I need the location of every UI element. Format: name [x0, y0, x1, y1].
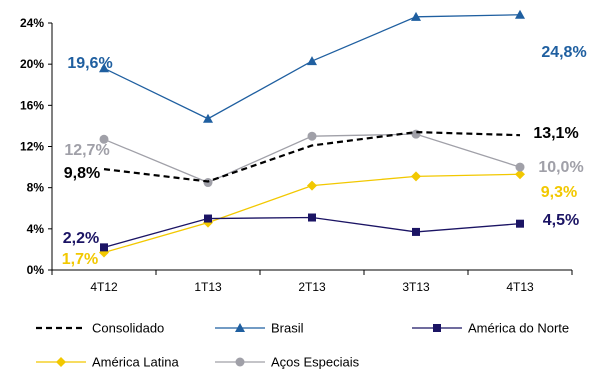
legend-label-america-latina: América Latina — [92, 355, 179, 370]
series-line-brasil — [103, 14, 521, 120]
y-tick-label: 8% — [27, 181, 45, 195]
y-tick-label: 20% — [20, 57, 44, 71]
data-label: 1,7% — [62, 251, 98, 268]
point-america-latina — [307, 180, 317, 191]
data-label: 19,6% — [67, 55, 112, 72]
point-acos-especiais — [99, 134, 109, 144]
point-america-do-norte — [204, 214, 212, 223]
point-acos-especiais — [411, 129, 421, 139]
point-america-latina — [515, 169, 525, 180]
point-america-latina — [411, 171, 421, 182]
x-tick-label: 4T12 — [90, 280, 118, 294]
x-tick-label: 2T13 — [298, 280, 326, 294]
y-tick-label: 0% — [27, 263, 45, 277]
legend-marker-brasil — [235, 323, 245, 332]
x-tick-label: 4T13 — [506, 280, 534, 294]
data-label: 24,8% — [541, 44, 586, 61]
legend-label-brasil: Brasil — [271, 321, 304, 336]
point-america-do-norte — [516, 219, 524, 228]
data-label: 13,1% — [533, 125, 578, 142]
data-labels: 19,6% 24,8% 12,7% 10,0% 9,8% 13,1% 9,3% 2,2% 4,5… — [62, 44, 587, 268]
data-label: 9,8% — [64, 165, 100, 182]
data-label: 10,0% — [538, 159, 583, 176]
point-brasil — [515, 9, 525, 19]
point-brasil — [307, 56, 317, 66]
y-tick-label: 4% — [27, 222, 45, 236]
series-line-consolidado — [103, 130, 521, 183]
point-america-do-norte — [412, 227, 420, 236]
point-acos-especiais — [307, 131, 317, 141]
y-tick-label: 16% — [20, 98, 44, 112]
point-brasil — [203, 113, 213, 123]
legend-label-acos-especiais: Aços Especiais — [271, 355, 360, 370]
point-brasil — [99, 63, 109, 73]
data-label: 9,3% — [541, 184, 577, 201]
x-tick-label: 1T13 — [194, 280, 222, 294]
legend-label-consolidado: Consolidado — [92, 321, 164, 336]
legend-label-america-do-norte: América do Norte — [468, 321, 569, 336]
legend-marker-america-do-norte — [433, 324, 441, 332]
point-acos-especiais — [515, 162, 525, 172]
data-label: 4,5% — [543, 212, 579, 229]
point-america-do-norte — [308, 213, 316, 222]
y-tick-label: 12% — [20, 140, 44, 154]
legend-marker-acos-especiais — [235, 357, 245, 367]
data-label: 12,7% — [64, 142, 109, 159]
legend: Consolidado Brasil América do Norte América… — [36, 321, 569, 370]
point-brasil — [411, 11, 421, 21]
axes: 0% 4% 8% 12% 16% 20% 24% 4T12 1T13 2T13 3T13 4T13 — [20, 16, 573, 294]
legend-marker-america-latina — [56, 357, 66, 367]
y-tick-label: 24% — [20, 16, 44, 30]
data-label: 2,2% — [63, 230, 99, 247]
series-line-america-do-norte — [103, 216, 521, 248]
series-lines — [99, 9, 525, 258]
x-tick-label: 3T13 — [402, 280, 430, 294]
point-america-do-norte — [100, 243, 108, 252]
